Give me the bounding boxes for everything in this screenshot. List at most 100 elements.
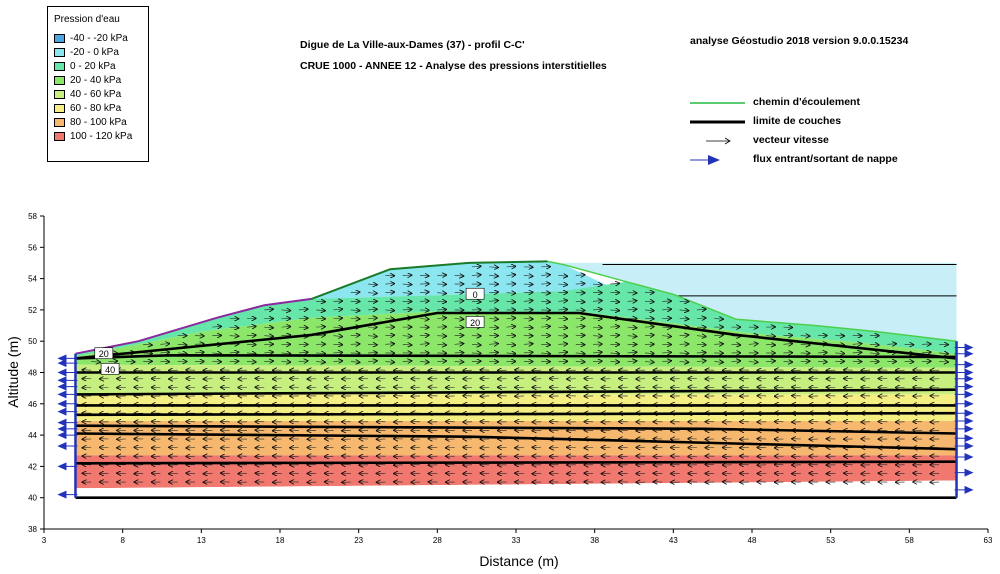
- velocity-vector: [246, 335, 256, 336]
- legend-item: 40 - 60 kPa: [54, 88, 121, 100]
- velocity-vector: [212, 326, 221, 327]
- legend-label: -40 - -20 kPa: [70, 32, 128, 44]
- velocity-vector: [852, 344, 862, 345]
- base-zone: [75, 480, 957, 498]
- velocity-vector: [610, 362, 619, 363]
- velocity-vector: [523, 275, 533, 276]
- velocity-vector: [368, 284, 377, 285]
- x-tick-label: 63: [984, 536, 993, 545]
- river-area: [563, 262, 957, 342]
- software-label: analyse Géostudio 2018 version 9.0.0.152…: [690, 35, 909, 47]
- velocity-vector: [593, 327, 602, 328]
- velocity-vector: [246, 326, 256, 327]
- velocity-vector: [644, 335, 654, 336]
- chart-title: Digue de La Ville-aux-Dames (37) - profi…: [300, 39, 525, 51]
- velocity-vector: [177, 353, 187, 354]
- velocity-vector: [610, 301, 619, 302]
- legend-label: 80 - 100 kPa: [70, 116, 127, 128]
- velocity-vector: [281, 326, 291, 327]
- velocity-vector: [489, 267, 498, 268]
- velocity-vector: [541, 301, 550, 302]
- velocity-vector: [350, 292, 360, 293]
- legend-item: 60 - 80 kPa: [54, 102, 121, 114]
- velocity-vector: [939, 353, 948, 354]
- velocity-vector: [316, 353, 325, 354]
- velocity-vector: [298, 327, 308, 328]
- velocity-vector: [748, 362, 758, 363]
- y-tick-label: 46: [28, 400, 37, 409]
- velocity-vector: [420, 335, 429, 336]
- velocity-vector: [575, 326, 585, 327]
- velocity-vector: [523, 344, 533, 345]
- velocity-vector: [264, 327, 273, 328]
- layer-boundary: [75, 388, 957, 396]
- legend-item: -40 - -20 kPa: [54, 32, 128, 44]
- legend-item: 0 - 20 kPa: [54, 60, 116, 72]
- legend-label: 40 - 60 kPa: [70, 88, 122, 100]
- x-axis-title: Distance (m): [479, 553, 558, 569]
- legend-flow-path-label: chemin d'écoulement: [753, 96, 860, 108]
- velocity-vector: [593, 352, 602, 353]
- velocity-vector: [437, 344, 446, 345]
- pressure-band: [75, 394, 957, 421]
- velocity-vector: [644, 310, 654, 311]
- velocity-vector: [454, 319, 464, 320]
- x-tick-label: 38: [590, 536, 599, 545]
- velocity-vector: [489, 301, 498, 302]
- legend-swatch: [54, 47, 65, 57]
- x-tick-label: 8: [120, 536, 125, 545]
- velocity-vector: [627, 352, 637, 353]
- x-tick-label: 13: [197, 536, 206, 545]
- velocity-vector: [229, 352, 239, 353]
- velocity-vector: [420, 362, 429, 363]
- layer-boundary: [75, 424, 957, 435]
- velocity-vector: [454, 344, 464, 345]
- pressure-legend-title: Pression d'eau: [54, 14, 120, 25]
- velocity-vector: [402, 309, 412, 310]
- velocity-vector: [558, 352, 567, 353]
- y-tick-label: 50: [28, 337, 37, 346]
- velocity-vector: [800, 344, 810, 345]
- velocity-vector: [420, 319, 429, 320]
- velocity-vector: [333, 336, 342, 337]
- velocity-vector: [575, 353, 585, 354]
- velocity-vector: [350, 310, 360, 311]
- legend-swatch: [54, 75, 65, 85]
- velocity-vector: [558, 327, 567, 328]
- velocity-vector: [523, 327, 533, 328]
- y-tick-label: 58: [28, 212, 37, 221]
- velocity-vector: [610, 283, 619, 284]
- velocity-vector: [281, 362, 291, 363]
- velocity-vector: [766, 344, 775, 345]
- velocity-vector: [506, 275, 516, 276]
- velocity-vector: [316, 335, 325, 336]
- velocity-vector: [558, 284, 567, 285]
- velocity-vector: [714, 335, 723, 336]
- velocity-vector: [575, 310, 585, 311]
- velocity-vector: [454, 292, 464, 293]
- velocity-vector: [264, 309, 273, 310]
- pressure-legend: Pression d'eau -40 - -20 kPa -20 - 0 kPa 0…: [47, 6, 149, 162]
- velocity-vector: [368, 309, 377, 310]
- velocity-vector: [402, 344, 412, 345]
- legend-item: 100 - 120 kPa: [54, 130, 132, 142]
- legend-label: 20 - 40 kPa: [70, 74, 122, 86]
- velocity-vector: [471, 301, 481, 302]
- velocity-vector: [471, 275, 481, 276]
- velocity-vector: [489, 327, 498, 328]
- x-tick-label: 48: [748, 536, 757, 545]
- velocity-vector: [402, 361, 412, 362]
- contour-label: 20: [465, 316, 485, 328]
- velocity-vector: [523, 352, 533, 353]
- contour-label: 0: [465, 287, 485, 300]
- contour-label-box: [100, 363, 120, 375]
- x-tick-label: 43: [669, 536, 678, 545]
- velocity-vector: [298, 309, 308, 310]
- velocity-vector: [869, 353, 879, 354]
- velocity-vector: [281, 335, 291, 336]
- velocity-vector: [696, 318, 706, 319]
- velocity-vector: [298, 361, 308, 362]
- velocity-vector: [575, 283, 585, 284]
- y-tick-label: 40: [28, 494, 37, 503]
- velocity-vector: [783, 362, 792, 363]
